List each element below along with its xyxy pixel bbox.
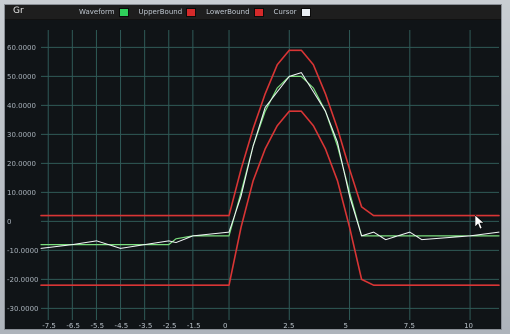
window-title: Gr	[13, 6, 24, 16]
legend-item-lower[interactable]: LowerBound	[206, 7, 264, 17]
x-tick-label: -1.5	[187, 322, 201, 329]
legend-item-cursor[interactable]: Cursor	[273, 7, 311, 17]
x-tick-label: 0	[223, 322, 227, 329]
y-tick-label: 10.0000	[7, 189, 36, 197]
x-tick-label: -3.5	[139, 322, 153, 329]
legend-label-upper: UpperBound	[138, 8, 183, 16]
y-tick-label: -20.0000	[7, 276, 38, 284]
chart-header: Gr Waveform UpperBound LowerBound Cursor	[5, 5, 501, 20]
legend-item-upper[interactable]: UpperBound	[138, 7, 197, 17]
x-tick-label: -4.5	[115, 322, 129, 329]
waveform-noise-overlay	[40, 72, 500, 249]
y-tick-label: 0	[7, 218, 11, 226]
y-tick-labels: 60.0000 50.0000 40.0000 30.0000 20.0000 10.00…	[7, 44, 38, 313]
legend-label-waveform: Waveform	[79, 8, 115, 16]
x-tick-label: -2.5	[163, 322, 177, 329]
legend-label-lower: LowerBound	[206, 8, 250, 16]
x-tick-label: -6.5	[66, 322, 80, 329]
x-tick-label: 2.5	[283, 322, 294, 329]
upper-bound-line	[40, 49, 500, 217]
y-tick-label: 50.0000	[7, 73, 36, 81]
legend: Waveform UpperBound LowerBound Cursor	[79, 7, 311, 17]
y-tick-label: -30.0000	[7, 305, 38, 313]
legend-swatch-lower	[253, 7, 264, 17]
limit-lines	[40, 49, 500, 287]
y-tick-label: 40.0000	[7, 102, 36, 110]
plot-area[interactable]: 60.0000 50.0000 40.0000 30.0000 20.0000 10.00…	[5, 20, 501, 329]
legend-label-cursor: Cursor	[273, 8, 297, 16]
x-tick-label: 7.5	[404, 322, 415, 329]
plot-window: Gr Waveform UpperBound LowerBound Cursor	[4, 4, 502, 330]
x-tick-label: -5.5	[90, 322, 104, 329]
legend-swatch-cursor	[300, 7, 311, 17]
traces	[40, 72, 500, 249]
y-tick-label: -10.0000	[7, 247, 38, 255]
x-tick-label: 5	[344, 322, 348, 329]
lower-bound-line	[40, 110, 500, 287]
y-tick-label: 30.0000	[7, 131, 36, 139]
x-tick-label: 10	[464, 322, 473, 329]
x-tick-label: -7.5	[42, 322, 56, 329]
legend-swatch-upper	[186, 7, 197, 17]
y-tick-label: 20.0000	[7, 160, 36, 168]
legend-swatch-waveform	[118, 7, 129, 17]
legend-item-waveform[interactable]: Waveform	[79, 7, 129, 17]
y-tick-label: 60.0000	[7, 44, 36, 52]
grid	[41, 30, 499, 320]
plot-background	[5, 20, 501, 329]
chart-svg[interactable]: 60.0000 50.0000 40.0000 30.0000 20.0000 10.00…	[5, 20, 501, 329]
x-tick-labels: -7.5 -6.5 -5.5 -4.5 -3.5 -2.5 -1.5 0 2.5 5 7.5 10	[42, 322, 473, 329]
